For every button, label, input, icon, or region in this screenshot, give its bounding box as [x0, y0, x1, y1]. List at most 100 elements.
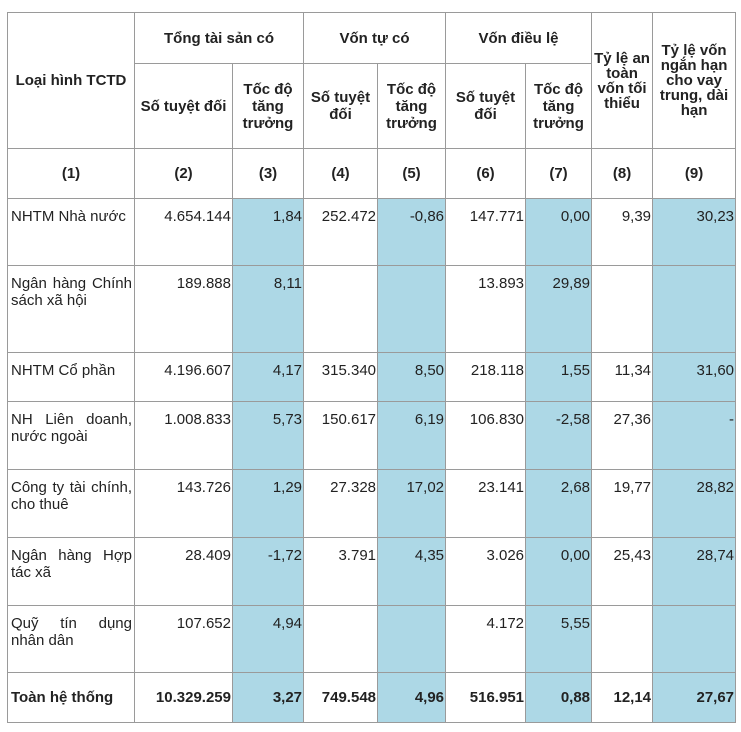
subheader-toc-do: Tốc độ tăng trưởng: [377, 63, 447, 149]
table-row: Ngân hàng Hợp tác xã 28.409 -1,72 3.791 …: [7, 537, 737, 606]
cell-toc-do: 29,89: [525, 265, 593, 353]
total-toc-do: 4,96: [377, 672, 447, 723]
total-tong-tai-san: 10.329.259: [134, 672, 233, 723]
cell-toc-do: 0,00: [525, 537, 593, 606]
cell-toc-do: -1,72: [231, 537, 305, 606]
col-number: (9): [652, 148, 737, 199]
col-number: (3): [231, 148, 305, 199]
cell-von-tu-co: 27.328: [303, 469, 379, 538]
total-toc-do: 3,27: [231, 672, 305, 723]
header-von-tu-co: Vốn tự có: [303, 12, 447, 64]
header-tong-tai-san: Tổng tài sản có: [133, 12, 305, 64]
row-label: Ngân hàng Hợp tác xã: [7, 537, 135, 606]
row-label: Công ty tài chính, cho thuê: [7, 469, 135, 538]
table-row: NHTM Nhà nước 4.654.144 1,84 252.472 -0,…: [7, 198, 737, 266]
subheader-toc-do: Tốc độ tăng trưởng: [525, 63, 593, 149]
col-number: (8): [591, 148, 654, 199]
cell-ty-le-von: 28,74: [652, 537, 737, 606]
cell-ty-le-von: 31,60: [652, 352, 737, 402]
cell-von-tu-co: 3.791: [303, 537, 379, 606]
row-label: NHTM Nhà nước: [7, 198, 135, 266]
cell-ty-le-von: 28,82: [652, 469, 737, 538]
cell-tong-tai-san: 107.652: [134, 605, 233, 673]
cell-ty-le-an-toan: 25,43: [591, 537, 654, 606]
header-loai-hinh: Loại hình TCTD: [7, 12, 135, 149]
cell-tong-tai-san: 28.409: [134, 537, 233, 606]
cell-von-dieu-le: 13.893: [445, 265, 527, 353]
cell-tong-tai-san: 189.888: [134, 265, 233, 353]
total-von-tu-co: 749.548: [303, 672, 379, 723]
cell-von-dieu-le: 106.830: [445, 401, 527, 470]
total-label: Toàn hệ thống: [7, 672, 135, 723]
cell-toc-do: 17,02: [377, 469, 447, 538]
col-number: (5): [377, 148, 447, 199]
cell-toc-do: 1,29: [231, 469, 305, 538]
cell-von-tu-co: 315.340: [303, 352, 379, 402]
subheader-so-tuyet-doi: Số tuyệt đối: [134, 63, 233, 149]
cell-ty-le-an-toan: 27,36: [591, 401, 654, 470]
cell-ty-le-an-toan: [591, 265, 654, 353]
cell-von-dieu-le: 23.141: [445, 469, 527, 538]
cell-toc-do: 4,17: [231, 352, 305, 402]
col-number: (2): [134, 148, 233, 199]
total-ty-le-von: 27,67: [652, 672, 737, 723]
cell-toc-do: 4,94: [231, 605, 305, 673]
cell-von-dieu-le: 147.771: [445, 198, 527, 266]
cell-tong-tai-san: 1.008.833: [134, 401, 233, 470]
cell-von-dieu-le: 3.026: [445, 537, 527, 606]
cell-von-dieu-le: 4.172: [445, 605, 527, 673]
cell-von-tu-co: [303, 265, 379, 353]
table-row: Công ty tài chính, cho thuê 143.726 1,29…: [7, 469, 737, 538]
credit-institutions-table: Loại hình TCTD Tổng tài sản có Vốn tự có…: [7, 12, 737, 723]
table-row: Ngân hàng Chính sách xã hội 189.888 8,11…: [7, 265, 737, 353]
total-toc-do: 0,88: [525, 672, 593, 723]
table-row: NH Liên doanh, nước ngoài 1.008.833 5,73…: [7, 401, 737, 470]
cell-tong-tai-san: 4.196.607: [134, 352, 233, 402]
cell-ty-le-an-toan: 11,34: [591, 352, 654, 402]
cell-ty-le-an-toan: [591, 605, 654, 673]
cell-toc-do: -2,58: [525, 401, 593, 470]
cell-toc-do: 8,11: [231, 265, 305, 353]
cell-toc-do: 5,55: [525, 605, 593, 673]
table-row: Quỹ tín dụng nhân dân 107.652 4,94 4.172…: [7, 605, 737, 673]
cell-ty-le-von: [652, 605, 737, 673]
cell-toc-do: -0,86: [377, 198, 447, 266]
cell-toc-do: 6,19: [377, 401, 447, 470]
cell-toc-do: [377, 605, 447, 673]
cell-toc-do: 2,68: [525, 469, 593, 538]
cell-toc-do: 1,55: [525, 352, 593, 402]
header-ty-le-von: Tỷ lệ vốn ngắn hạn cho vay trung, dài hạ…: [652, 12, 737, 149]
row-label: NHTM Cổ phần: [7, 352, 135, 402]
cell-ty-le-von: -: [652, 401, 737, 470]
cell-ty-le-von: 30,23: [652, 198, 737, 266]
cell-tong-tai-san: 4.654.144: [134, 198, 233, 266]
header-von-dieu-le: Vốn điều lệ: [445, 12, 593, 64]
cell-toc-do: 4,35: [377, 537, 447, 606]
subheader-toc-do: Tốc độ tăng trưởng: [231, 63, 305, 149]
cell-von-tu-co: [303, 605, 379, 673]
cell-toc-do: 1,84: [231, 198, 305, 266]
cell-von-tu-co: 252.472: [303, 198, 379, 266]
row-label: NH Liên doanh, nước ngoài: [7, 401, 135, 470]
header-ty-le-an-toan: Tỷ lệ an toàn vốn tối thiểu: [591, 12, 654, 149]
cell-toc-do: 0,00: [525, 198, 593, 266]
col-number: (7): [525, 148, 593, 199]
cell-toc-do: 5,73: [231, 401, 305, 470]
total-ty-le-an-toan: 12,14: [591, 672, 654, 723]
col-number: (1): [7, 148, 135, 199]
row-label: Quỹ tín dụng nhân dân: [7, 605, 135, 673]
col-number: (6): [445, 148, 527, 199]
cell-von-dieu-le: 218.118: [445, 352, 527, 402]
cell-ty-le-an-toan: 19,77: [591, 469, 654, 538]
subheader-so-tuyet-doi: Số tuyệt đối: [303, 63, 379, 149]
col-number: (4): [303, 148, 379, 199]
cell-von-tu-co: 150.617: [303, 401, 379, 470]
row-label: Ngân hàng Chính sách xã hội: [7, 265, 135, 353]
cell-ty-le-an-toan: 9,39: [591, 198, 654, 266]
total-von-dieu-le: 516.951: [445, 672, 527, 723]
total-row: Toàn hệ thống 10.329.259 3,27 749.548 4,…: [7, 672, 737, 723]
table-row: NHTM Cổ phần 4.196.607 4,17 315.340 8,50…: [7, 352, 737, 402]
cell-toc-do: 8,50: [377, 352, 447, 402]
cell-toc-do: [377, 265, 447, 353]
cell-tong-tai-san: 143.726: [134, 469, 233, 538]
